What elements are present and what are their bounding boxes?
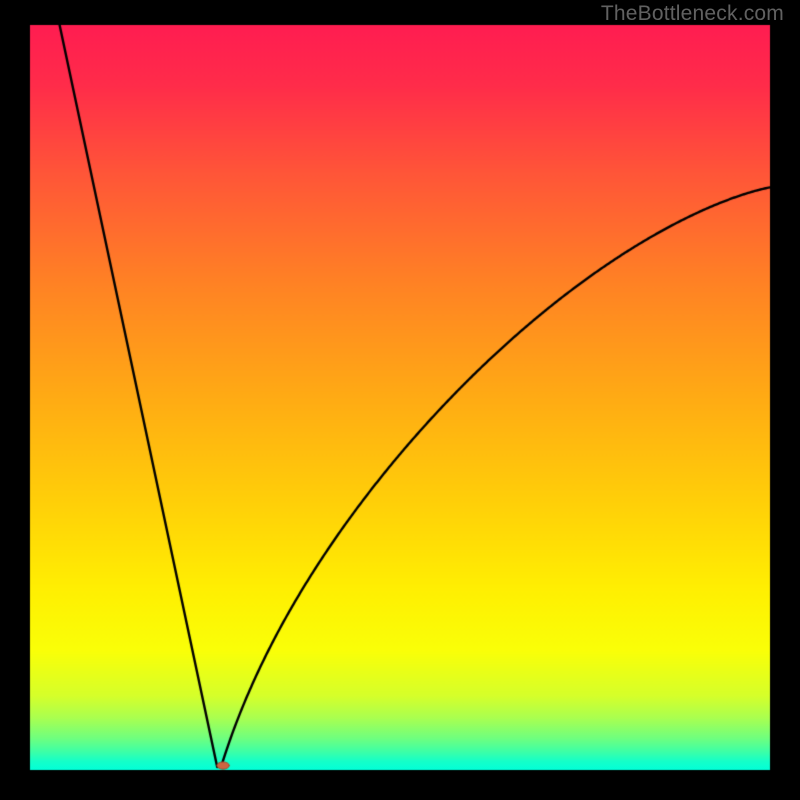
bottleneck-curve-chart xyxy=(0,0,800,800)
watermark-text: TheBottleneck.com xyxy=(601,2,784,26)
chart-stage: TheBottleneck.com xyxy=(0,0,800,800)
